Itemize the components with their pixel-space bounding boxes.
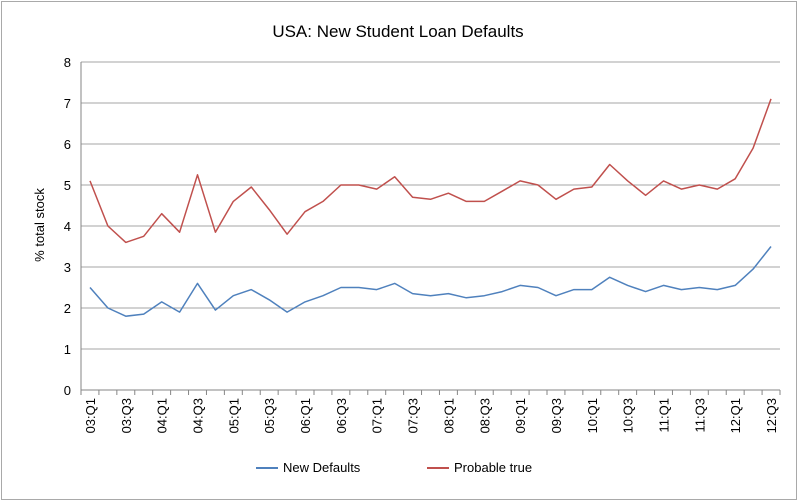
y-tick-label: 6 <box>64 137 71 152</box>
y-tick-label: 8 <box>64 55 71 70</box>
series-line-new-defaults <box>89 246 772 317</box>
legend-label: New Defaults <box>283 460 361 475</box>
y-tick-label: 2 <box>64 301 71 316</box>
gridlines <box>81 61 780 350</box>
legend: New Defaults Probable true <box>256 460 532 475</box>
x-tick-label: 10:Q3 <box>621 398 636 433</box>
y-tick-label: 1 <box>64 342 71 357</box>
x-tick-label: 04:Q3 <box>191 398 206 433</box>
x-tick-label: 06:Q3 <box>334 398 349 433</box>
y-tick-label: 7 <box>64 96 71 111</box>
x-tick-label: 04:Q1 <box>155 398 170 433</box>
x-tick-label: 12:Q1 <box>728 398 743 433</box>
x-tick-label: 07:Q1 <box>370 398 385 433</box>
series-lines <box>89 98 772 317</box>
x-tick-label: 05:Q1 <box>226 398 241 433</box>
legend-label: Probable true <box>454 460 532 475</box>
y-tick-label: 4 <box>64 219 71 234</box>
x-tick-label: 03:Q1 <box>83 398 98 433</box>
y-tick-label: 0 <box>64 383 71 398</box>
y-tick-label: 3 <box>64 260 71 275</box>
x-tick-label: 11:Q1 <box>657 398 672 432</box>
y-tick-label: 5 <box>64 178 71 193</box>
x-tick-label: 11:Q3 <box>692 398 707 432</box>
series-line-probable-true <box>89 98 772 244</box>
x-tick-label: 06:Q1 <box>298 398 313 433</box>
x-tick-label: 05:Q3 <box>262 398 277 433</box>
x-tick-label: 09:Q1 <box>513 398 528 433</box>
x-tick-label: 12:Q3 <box>764 398 779 433</box>
x-tick-labels: 03:Q1 03:Q3 04:Q1 04:Q3 05:Q1 05:Q3 06:Q1 06:Q3… <box>83 398 779 433</box>
axes <box>80 62 781 395</box>
chart-title: USA: New Student Loan Defaults <box>272 22 523 41</box>
x-tick-label: 07:Q3 <box>406 398 421 433</box>
x-tick-label: 10:Q1 <box>585 398 600 433</box>
x-tick-label: 08:Q3 <box>477 398 492 433</box>
y-tick-labels: 0 1 2 3 4 5 6 7 8 <box>64 55 71 398</box>
x-tick-label: 03:Q3 <box>119 398 134 433</box>
x-tick-label: 09:Q3 <box>549 398 564 433</box>
y-axis-label: % total stock <box>32 188 47 262</box>
x-tick-label: 08:Q1 <box>441 398 456 433</box>
